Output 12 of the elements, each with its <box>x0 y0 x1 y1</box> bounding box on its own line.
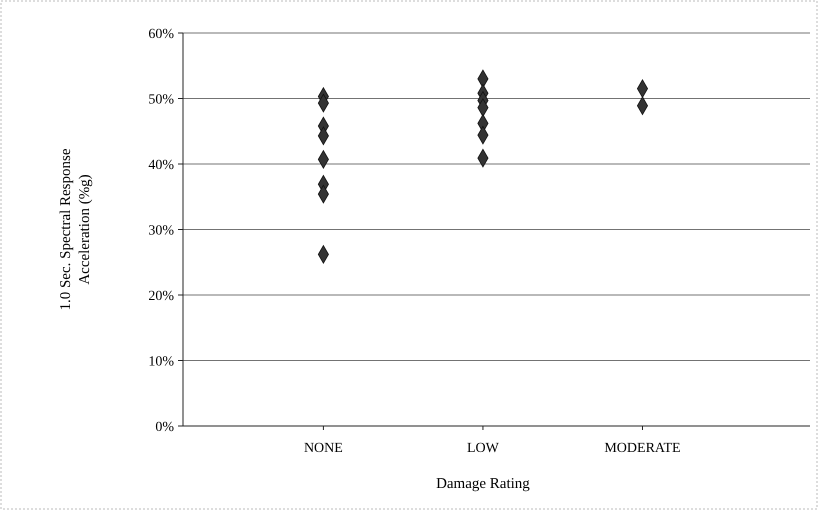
y-axis-title: 1.0 Sec. Spectral Response Acceleration (%g) <box>58 148 93 311</box>
y-tick-label: 50% <box>148 92 174 108</box>
y-tick-label: 20% <box>148 288 174 304</box>
y-tick-label: 10% <box>148 354 174 370</box>
y-tick-label: 40% <box>148 158 174 173</box>
x-axis-title: Damage Rating <box>436 476 530 492</box>
x-tick-label: MODERATE <box>604 441 681 456</box>
y-tick-label: 0% <box>155 420 174 435</box>
y-tick-label: 60% <box>148 26 174 42</box>
y-tick-label: 30% <box>148 223 174 238</box>
x-tick-label: LOW <box>466 441 500 456</box>
x-tick-label: NONE <box>304 441 343 456</box>
